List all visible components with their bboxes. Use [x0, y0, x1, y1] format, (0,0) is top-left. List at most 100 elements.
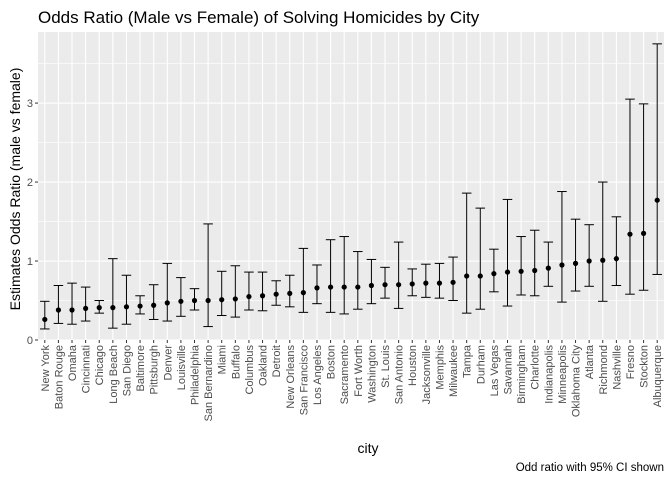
estimate-point-26 [396, 282, 402, 288]
estimate-point-39 [572, 260, 579, 266]
errorbar-16 [257, 271, 268, 312]
x-tick-label-27: Houston [407, 345, 419, 386]
estimate-point-24 [368, 282, 375, 289]
plot-panel [38, 32, 664, 340]
estimate-point-0 [42, 316, 48, 323]
y-tick-label: 1 [27, 256, 33, 268]
estimate-point-38 [559, 262, 565, 268]
errorbar-35 [516, 236, 526, 296]
errorbar-22 [339, 236, 349, 315]
errorbar-44 [638, 103, 649, 291]
estimate-point-20 [314, 285, 320, 291]
x-tick-label-3: Cincinnati [81, 345, 93, 393]
estimate-point-5 [110, 305, 116, 311]
errorbar-19 [298, 247, 309, 313]
errorbar-26 [393, 241, 404, 309]
x-tick-label-26: San Antonio [394, 345, 406, 404]
x-tick-label-11: Philadelphia [190, 344, 202, 405]
errorbar-37 [543, 241, 554, 287]
caption: Odd ratio with 95% CI shown [516, 462, 664, 474]
x-tick-label-45: Albuquerque [652, 345, 664, 407]
errorbar-17 [271, 280, 281, 306]
estimate-point-17 [273, 291, 279, 297]
x-tick-label-25: St. Louis [380, 345, 392, 388]
x-tick-label-33: Las Vegas [489, 345, 501, 397]
x-tick-label-17: Detroit [271, 345, 283, 377]
errorbar-25 [380, 266, 390, 299]
y-axis-title: Estimates Odds Ratio (male vs female) [7, 68, 23, 311]
errorbar-20 [312, 264, 322, 305]
x-tick-label-39: Oklahoma City [571, 345, 583, 418]
errorbar-33 [489, 248, 499, 293]
errorbar-3 [80, 286, 91, 322]
estimate-point-25 [382, 282, 388, 288]
errorbar-31 [461, 192, 472, 314]
estimate-point-18 [287, 290, 293, 297]
x-tick-label-37: Indianapolis [543, 345, 555, 404]
errorbar-40 [584, 224, 594, 287]
estimate-point-36 [532, 267, 538, 274]
estimate-point-9 [164, 300, 170, 306]
errorbar-21 [325, 239, 336, 313]
errorbar-42 [611, 216, 622, 287]
errorbar-34 [502, 198, 513, 307]
errorbar-14 [230, 265, 241, 318]
estimate-point-1 [55, 307, 62, 313]
estimate-point-3 [83, 305, 89, 312]
estimate-point-12 [205, 297, 211, 304]
x-tick-label-44: Stockton [639, 345, 651, 388]
errorbar-27 [407, 268, 418, 297]
errorbar-11 [189, 288, 200, 311]
estimate-point-11 [191, 297, 198, 304]
estimate-point-8 [151, 302, 157, 308]
x-tick-label-40: Atlanta [584, 344, 596, 379]
estimate-point-40 [586, 258, 592, 264]
errorbar-1 [53, 285, 64, 324]
x-tick-label-30: Milwaukee [448, 345, 460, 397]
estimate-point-43 [627, 231, 633, 237]
x-tick-label-14: Buffalo [230, 345, 242, 379]
estimate-point-4 [96, 305, 102, 311]
estimate-point-7 [137, 303, 143, 309]
estimate-point-21 [327, 284, 334, 290]
x-tick-label-41: Richmond [598, 345, 610, 395]
y-tick-label: 0 [27, 335, 33, 347]
errorbar-8 [148, 284, 159, 320]
estimate-point-13 [219, 297, 225, 303]
x-tick-label-24: Washington [366, 345, 378, 403]
x-tick-label-7: Baltimore [135, 345, 147, 391]
x-tick-label-19: San Francisco [298, 345, 310, 415]
estimate-point-33 [491, 271, 497, 277]
errorbar-9 [162, 262, 173, 322]
x-tick-label-43: Fresno [625, 345, 637, 379]
errorbar-6 [121, 274, 132, 325]
x-tick-label-15: Columbus [244, 345, 256, 395]
errorbar-29 [434, 262, 445, 299]
errorbar-28 [421, 263, 431, 298]
estimate-point-45 [654, 197, 660, 203]
x-tick-label-28: Jacksonville [421, 345, 433, 404]
x-tick-label-12: San Bernardino [203, 345, 215, 421]
estimate-point-19 [300, 290, 306, 296]
x-axis-title: city [358, 440, 379, 456]
errorbar-32 [475, 207, 486, 310]
x-tick-label-22: Sacramento [339, 345, 351, 404]
estimate-point-42 [613, 256, 619, 262]
y-tick-label: 2 [27, 177, 33, 189]
estimate-point-23 [355, 284, 361, 290]
y-tick-label: 3 [27, 98, 33, 110]
x-tick-label-8: Pittsburgh [149, 345, 161, 395]
estimate-point-2 [69, 307, 75, 313]
errorbar-36 [529, 229, 540, 297]
x-tick-label-23: Fort Worth [353, 345, 365, 397]
errorbar-18 [284, 274, 295, 308]
estimate-point-28 [423, 280, 429, 286]
x-tick-label-1: Baton Rouge [53, 345, 65, 409]
errorbar-10 [176, 277, 186, 317]
x-tick-label-21: Boston [326, 345, 338, 379]
x-tick-label-20: Los Angeles [312, 345, 324, 405]
estimate-point-27 [409, 281, 415, 287]
errorbar-13 [216, 270, 227, 317]
errorbar-23 [353, 251, 363, 310]
